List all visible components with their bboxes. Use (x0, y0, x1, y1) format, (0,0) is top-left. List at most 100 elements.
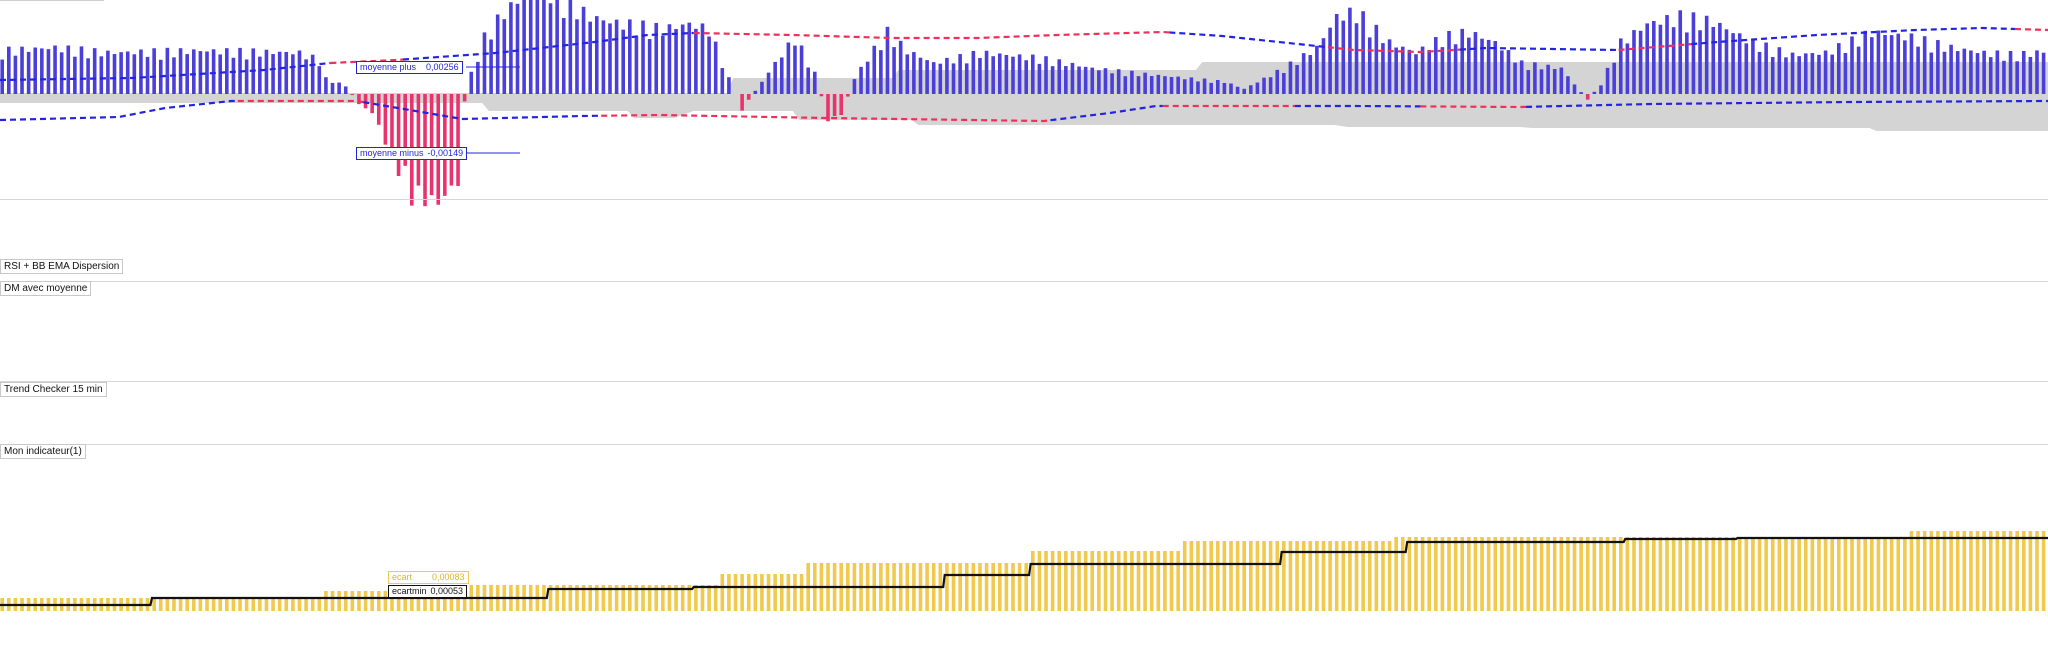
positive-bar (1235, 86, 1240, 94)
ecart-bar (1632, 537, 1636, 611)
ecart-bar (1579, 537, 1583, 611)
panel-separator[interactable] (0, 381, 2048, 382)
positive-bar (912, 52, 916, 94)
positive-bar (1374, 24, 1379, 94)
ecart-bar (2002, 531, 2006, 611)
ecart-bar (1163, 551, 1167, 611)
positive-bar (964, 63, 969, 94)
ecart-bar (1744, 537, 1749, 611)
ecart-bar (694, 585, 698, 611)
positive-bar (568, 0, 573, 95)
positive-bar (1275, 69, 1280, 94)
ecart-bar (945, 563, 949, 611)
negative-bar (746, 94, 751, 100)
ecart-bar (363, 591, 368, 611)
positive-bar (1486, 39, 1491, 94)
positive-bar (1658, 24, 1663, 94)
ecart-bar (191, 598, 196, 611)
positive-bar (1044, 56, 1048, 94)
ecart-bar (1955, 531, 1960, 611)
ecart-bar (2028, 531, 2033, 611)
dm-panel[interactable]: DM avec moyenne (0, 281, 2048, 381)
positive-bar (1850, 36, 1854, 94)
positive-bar (1803, 53, 1808, 94)
negative-bar (740, 94, 744, 111)
mon-indicateur-panel[interactable]: Mon indicateur(1) ecart 0,00083 ecartmin 0… (0, 444, 2048, 661)
ecart-bar (1275, 541, 1280, 611)
ecart-bar (614, 585, 619, 611)
positive-bar (1559, 67, 1564, 94)
ecart-bar (1097, 551, 1101, 611)
positive-bar (2035, 50, 2039, 94)
positive-bar (588, 21, 592, 94)
moyenne-minus-line (237, 99, 364, 104)
positive-bar (931, 62, 936, 94)
panel-separator[interactable] (0, 444, 2048, 445)
ecart-bar (1467, 537, 1471, 611)
ecart-bar (1282, 541, 1286, 611)
positive-bar (1665, 15, 1669, 95)
ecart-bar (324, 591, 328, 611)
positive-bar (1579, 92, 1583, 94)
ecart-bar (991, 563, 995, 611)
ecart-bar (2015, 531, 2019, 611)
moyenne-plus-line (2014, 27, 2048, 32)
positive-bar (727, 77, 731, 94)
positive-bar (1440, 47, 1445, 94)
positive-bar (892, 47, 896, 94)
ecart-bar (1539, 537, 1544, 611)
positive-bar (1810, 53, 1815, 94)
positive-bar (119, 52, 123, 94)
positive-bar (991, 56, 995, 94)
flag-moyenne-minus-value: -0,00149 (427, 148, 464, 158)
positive-bar (1744, 43, 1749, 94)
ecart-bar (1711, 537, 1716, 611)
positive-bar (33, 47, 38, 94)
negative-bar (1585, 94, 1590, 100)
ecart-bar (410, 591, 414, 611)
moyenne-minus-line (601, 113, 1051, 123)
positive-bar (1975, 53, 1980, 94)
ecart-bar (753, 574, 758, 611)
ecart-bar (964, 563, 969, 611)
negative-bar (839, 94, 844, 115)
positive-bar (1823, 50, 1828, 94)
ecart-bar (1169, 551, 1174, 611)
oscillator-panel[interactable]: moyenne plus 0,00256 moyenne minus -0,0014… (0, 0, 2048, 207)
positive-bar (502, 19, 507, 95)
flag-ecartmin: ecartmin 0,00053 (388, 585, 468, 598)
ecart-bar (713, 585, 718, 611)
ecart-bar (1321, 541, 1326, 611)
ecart-bar (1037, 551, 1042, 611)
positive-bar (211, 49, 216, 94)
positive-bar (1229, 83, 1233, 94)
negative-bar (390, 94, 394, 148)
positive-bar (1407, 49, 1412, 94)
positive-bar (1909, 33, 1914, 94)
rsi-panel[interactable]: RSI + BB EMA Dispersion (0, 200, 2048, 281)
positive-bar (330, 82, 335, 94)
ecart-bar (1222, 541, 1227, 611)
positive-bar (522, 0, 526, 95)
panel-separator[interactable] (0, 199, 2048, 200)
positive-bar (852, 79, 857, 94)
positive-bar (205, 51, 209, 94)
panel-separator[interactable] (0, 281, 2048, 282)
positive-bar (1784, 57, 1788, 94)
moyenne-minus-line (1526, 99, 2048, 108)
ecart-bar (971, 563, 976, 611)
ecart-bar (165, 598, 170, 611)
trend-checker-panel[interactable]: Trend Checker 15 min (0, 382, 2048, 444)
positive-bar (958, 54, 962, 94)
positive-bar (713, 41, 718, 94)
ecart-bar (1836, 537, 1841, 611)
positive-bar (1414, 54, 1418, 94)
negative-bar (819, 94, 824, 97)
ecart-bar (1103, 551, 1108, 611)
ecart-bar (1215, 541, 1220, 611)
ecart-bar (1255, 541, 1260, 611)
positive-bar (1625, 43, 1630, 94)
positive-bar (1189, 77, 1194, 94)
positive-bar (1612, 62, 1616, 94)
moyenne-plus-line (330, 58, 404, 65)
